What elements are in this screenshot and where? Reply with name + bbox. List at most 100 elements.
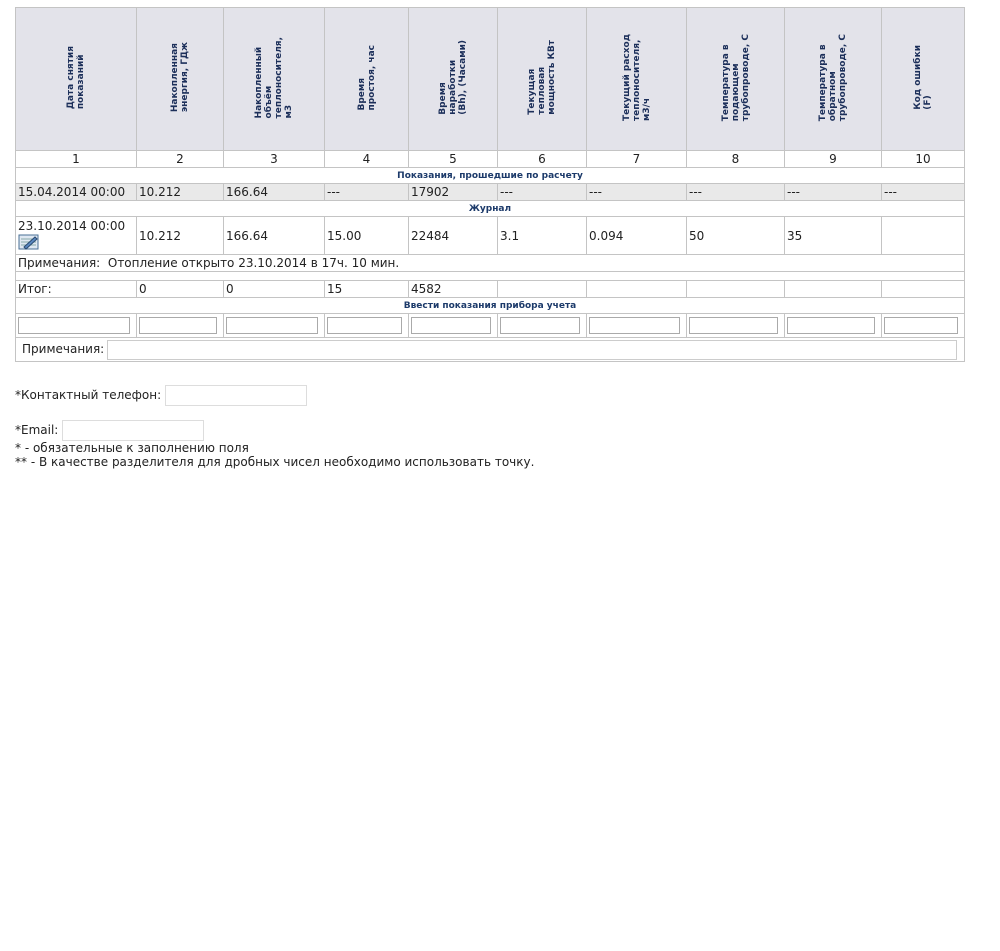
column-number: 10 <box>881 150 965 168</box>
cell: --- <box>324 183 409 201</box>
header-line: Дата снятия <box>66 45 76 110</box>
reading-input[interactable] <box>884 317 958 334</box>
header-line: (Вh), (Часами) <box>458 40 468 115</box>
header-cell: Температура в обратном трубопроводе, С <box>784 7 882 151</box>
reading-input[interactable] <box>589 317 680 334</box>
header-line: Время <box>438 82 448 115</box>
input-cell <box>408 313 498 338</box>
header-cell: Накопленный объём теплоносителя, м3 <box>223 7 325 151</box>
empty-cell <box>784 280 882 298</box>
edit-icon[interactable] <box>18 233 40 251</box>
cell: 23.10.2014 00:00 <box>15 216 137 255</box>
header-text: Температура в обратном трубопроводе, С <box>818 34 848 121</box>
header-line: простоя, час <box>366 44 377 111</box>
header-line: наработки <box>448 59 458 115</box>
input-cell <box>784 313 882 338</box>
header-line: (F) <box>923 95 933 110</box>
cell: Итог: <box>15 280 137 298</box>
column-number: 9 <box>784 150 882 168</box>
header-cell: Время наработки (Вh), (Часами) <box>408 7 498 151</box>
header-line: Код ошибки <box>913 45 923 110</box>
cell: 10.212 <box>136 183 224 201</box>
email-input[interactable] <box>62 420 205 441</box>
email-field: *Email: <box>15 420 205 441</box>
header-cell: Текущая тепловая мощность КВт <box>497 7 587 151</box>
header-line: показаний <box>76 54 86 110</box>
input-cell <box>497 313 587 338</box>
cell: 166.64 <box>223 216 325 255</box>
input-cell <box>324 313 409 338</box>
notes-label: Примечания: <box>22 342 105 356</box>
cell: 15.00 <box>324 216 409 255</box>
column-number: 3 <box>223 150 325 168</box>
phone-input[interactable] <box>164 385 307 406</box>
input-cell <box>881 313 965 338</box>
header-text: Накопленный объём теплоносителя, м3 <box>254 37 294 118</box>
footnote: * - обязательные к заполнению поля <box>15 441 249 455</box>
spacer-cell <box>15 271 965 281</box>
reading-input[interactable] <box>226 317 318 334</box>
cell: --- <box>586 183 687 201</box>
input-cell <box>686 313 785 338</box>
cell: 4582 <box>408 280 498 298</box>
cell: 0.094 <box>586 216 687 255</box>
empty-cell <box>881 280 965 298</box>
column-number: 5 <box>408 150 498 168</box>
section-title: Журнал <box>15 200 965 217</box>
section-title: Ввести показания прибора учета <box>15 297 965 314</box>
cell: --- <box>784 183 882 201</box>
note-row: Примечания: Отопление открыто 23.10.2014… <box>15 254 965 272</box>
section-title: Показания, прошедшие по расчету <box>15 167 965 184</box>
empty-cell <box>586 280 687 298</box>
section-row: Журнал <box>15 200 965 217</box>
column-number: 8 <box>686 150 785 168</box>
input-cell <box>223 313 325 338</box>
cell: --- <box>881 183 965 201</box>
cell: 15.04.2014 00:00 <box>15 183 137 201</box>
cell: 35 <box>784 216 882 255</box>
column-number: 4 <box>324 150 409 168</box>
header-line: теплоносителя, <box>631 39 642 122</box>
header-line: Текущая <box>527 68 537 115</box>
cell: 15 <box>324 280 409 298</box>
header-line: подающем <box>730 63 741 122</box>
header-row: Дата снятия показаний Накопленная энергия, … <box>15 7 965 151</box>
header-line: м3/ч <box>641 97 652 122</box>
phone-field: *Контактный телефон: <box>15 385 307 406</box>
notes-row: Примечания: <box>15 337 965 362</box>
notes-input[interactable] <box>107 339 958 360</box>
header-line: м3 <box>284 104 294 119</box>
header-cell: Накопленная энергия, ГДж <box>136 7 224 151</box>
header-cell: Температура в подающем трубопроводе, С <box>686 7 785 151</box>
header-line: обратном <box>828 71 838 122</box>
header-text: Текущая тепловая мощность КВт <box>527 40 557 115</box>
reading-input[interactable] <box>787 317 875 334</box>
reading-input[interactable] <box>689 317 778 334</box>
cell: --- <box>497 183 587 201</box>
header-line: Температура в <box>720 44 731 122</box>
footnotes: * - обязательные к заполнению поля ** - … <box>15 441 534 469</box>
reading-input[interactable] <box>18 317 130 334</box>
cell: 22484 <box>408 216 498 255</box>
reading-input[interactable] <box>139 317 217 334</box>
header-text: Код ошибки (F) <box>913 45 933 110</box>
column-number: 7 <box>586 150 687 168</box>
header-cell: Дата снятия показаний <box>15 7 137 151</box>
header-line: Текущий расход <box>621 33 632 122</box>
reading-input[interactable] <box>500 317 580 334</box>
input-cell <box>15 313 137 338</box>
spacer-row <box>15 271 965 281</box>
header-cell: Код ошибки (F) <box>881 7 965 151</box>
header-text: Дата снятия показаний <box>66 46 86 109</box>
journal-row: 23.10.2014 00:00 10.212 166.64 15.00 22484 3.… <box>15 216 965 255</box>
note-cell: Примечания: Отопление открыто 23.10.2014… <box>15 254 965 272</box>
empty-cell <box>881 216 965 255</box>
reading-input[interactable] <box>411 317 491 334</box>
note-label: Примечания: <box>18 256 101 270</box>
header-line: энергия, ГДж <box>180 42 190 113</box>
empty-cell <box>686 280 785 298</box>
column-number: 1 <box>15 150 137 168</box>
cell: 0 <box>223 280 325 298</box>
reading-input[interactable] <box>327 317 402 334</box>
